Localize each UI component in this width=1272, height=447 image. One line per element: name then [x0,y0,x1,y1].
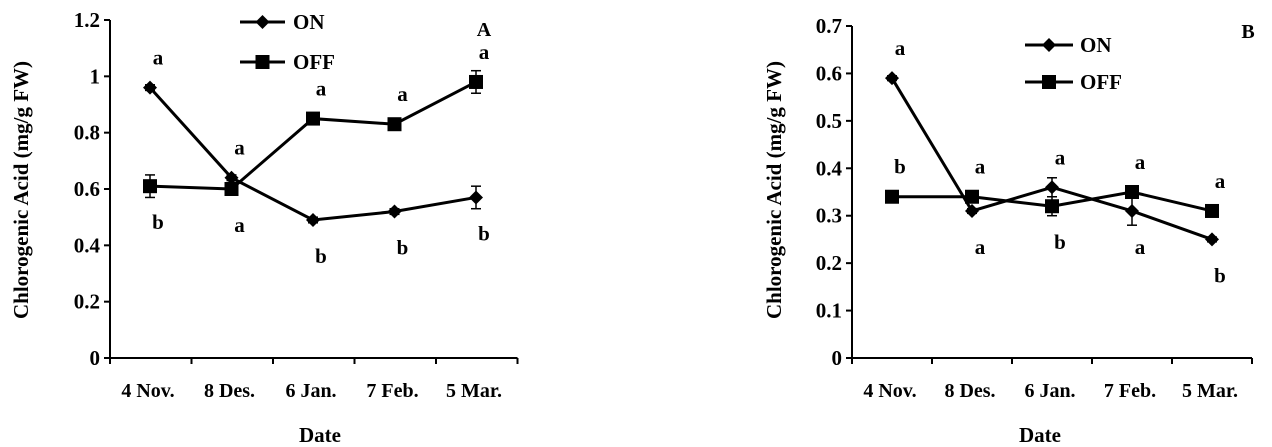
significance-letter-off: a [975,155,986,179]
x-tick-label: 5 Mar. [1182,380,1238,402]
data-point-off [224,182,239,196]
panel-label: A [477,19,492,41]
y-tick-label: 0.5 [816,109,842,133]
x-tick-label: 4 Nov. [121,380,174,402]
y-axis-title: Chlorogenic Acid (mg/g FW) [9,61,33,319]
x-tick-label: 6 Jan. [1024,380,1075,402]
y-tick-label: 0.6 [74,177,100,201]
chart-panel-b: 0 0.1 0.2 0.3 0.4 0.5 0.6 0.7 4 Nov. 8 Des. 6 Jan.… [762,14,1255,447]
data-point-off [965,189,979,204]
y-tick-label: 0.3 [816,204,842,228]
x-tick-label: 8 Des. [944,380,995,402]
y-tick-label: 0.1 [816,299,842,323]
significance-letter-off: a [397,82,408,106]
data-point-off [306,111,320,126]
y-tick-label: 0.4 [74,233,101,257]
x-axis-title: Date [299,423,341,447]
legend-label-on: ON [1080,33,1112,57]
data-point-on [885,71,899,86]
panel-label: B [1241,21,1254,43]
data-point-off [387,117,402,132]
significance-letter-on: a [975,235,986,259]
y-tick-label: 0 [832,346,843,370]
y-tick-label: 0.6 [816,61,842,85]
y-tick-label: 0.2 [816,251,842,275]
significance-letter-off: a [1135,150,1146,174]
significance-letter-on: a [895,36,906,60]
significance-letter-on: b [397,236,409,260]
x-tick-label: 5 Mar. [446,380,502,402]
x-tick-label: 7 Feb. [1104,380,1156,402]
significance-letter-on: b [315,244,327,268]
data-point-off [143,179,157,194]
x-tick-label: 8 Des. [204,380,255,402]
data-point-on [1125,203,1139,218]
data-point-on [306,212,320,227]
significance-letter-on: b [478,221,490,245]
data-point-off [1205,203,1219,218]
legend-marker-off [1042,75,1056,89]
legend-label-off: OFF [293,50,335,74]
legend-label-on: ON [293,10,325,34]
significance-letter-on: a [1055,145,1066,169]
data-point-off [469,74,483,89]
y-tick-label: 0.4 [816,156,843,180]
data-point-off [1125,185,1139,199]
data-point-on [224,170,239,185]
data-point-on [965,203,979,218]
significance-letter-off: b [1054,230,1066,254]
significance-letter-off: a [479,40,490,64]
significance-letter-off: a [1215,169,1226,193]
y-tick-label: 0.8 [74,121,100,145]
significance-letter-on: a [1135,235,1146,259]
legend-marker-off [255,55,270,69]
y-tick-label: 1 [90,64,101,88]
y-axis-title: Chlorogenic Acid (mg/g FW) [762,61,786,319]
chart-panel-a: 0 0.2 0.4 0.6 0.8 1 1.2 4 Nov. 8 Des. 6 Jan. 7 Feb… [9,8,519,447]
x-axis-title: Date [1019,423,1061,447]
data-point-off [885,189,899,204]
data-point-on [469,190,483,205]
y-tick-label: 0.7 [816,14,842,38]
significance-letter-on: a [153,46,164,70]
legend-marker-on [1042,38,1056,52]
data-point-off [1045,199,1059,214]
y-tick-label: 1.2 [74,8,100,32]
data-point-on [1045,180,1059,195]
y-tick-label: 0.2 [74,290,100,314]
significance-letter-off: a [234,213,245,237]
y-tick-label: 0 [90,346,101,370]
significance-letter-on: a [234,136,245,160]
significance-letter-off: b [894,155,906,179]
data-point-on [143,80,157,95]
significance-letter-off: b [152,210,164,234]
x-tick-label: 4 Nov. [863,380,916,402]
data-point-on [387,204,402,219]
data-point-on [1205,232,1219,247]
legend-label-off: OFF [1080,70,1122,94]
significance-letter-on: b [1214,263,1226,287]
x-tick-label: 7 Feb. [366,380,418,402]
legend-marker-on [255,15,270,29]
significance-letter-off: a [316,77,327,101]
x-tick-label: 6 Jan. [285,380,336,402]
series-line-off [149,80,477,191]
